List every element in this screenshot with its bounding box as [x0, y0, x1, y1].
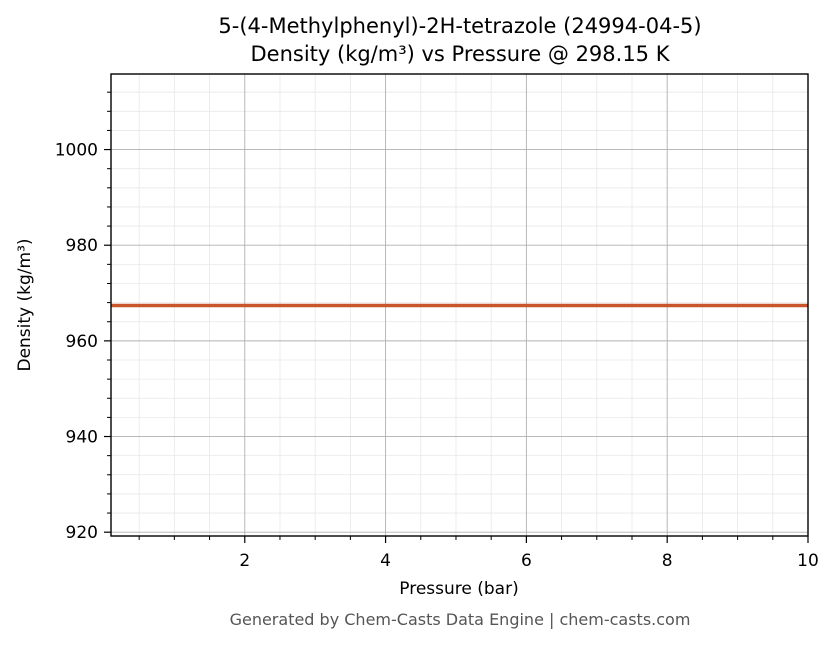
- y-tick-label: 920: [66, 523, 98, 543]
- x-tick-label: 6: [521, 551, 532, 571]
- y-axis-label: Density (kg/m³): [15, 238, 35, 371]
- chart-title-line1: 5-(4-Methylphenyl)-2H-tetrazole (24994-0…: [218, 14, 701, 38]
- x-axis-label: Pressure (bar): [399, 579, 518, 599]
- y-tick-label: 980: [66, 236, 98, 256]
- x-tick-label: 10: [797, 551, 819, 571]
- footer-credit: Generated by Chem-Casts Data Engine | ch…: [230, 610, 691, 629]
- chart-title-line2: Density (kg/m³) vs Pressure @ 298.15 K: [250, 42, 670, 66]
- x-tick-label: 4: [380, 551, 391, 571]
- y-axis-ticks: 920 940 960 980 1000: [55, 91, 111, 543]
- y-tick-label: 1000: [55, 141, 98, 161]
- x-axis-ticks: 2 4 6 8 10: [138, 536, 819, 571]
- x-tick-label: 8: [662, 551, 673, 571]
- plot-frame: [110, 73, 809, 537]
- y-tick-label: 940: [66, 428, 98, 448]
- y-tick-label: 960: [66, 332, 98, 352]
- x-tick-label: 2: [239, 551, 250, 571]
